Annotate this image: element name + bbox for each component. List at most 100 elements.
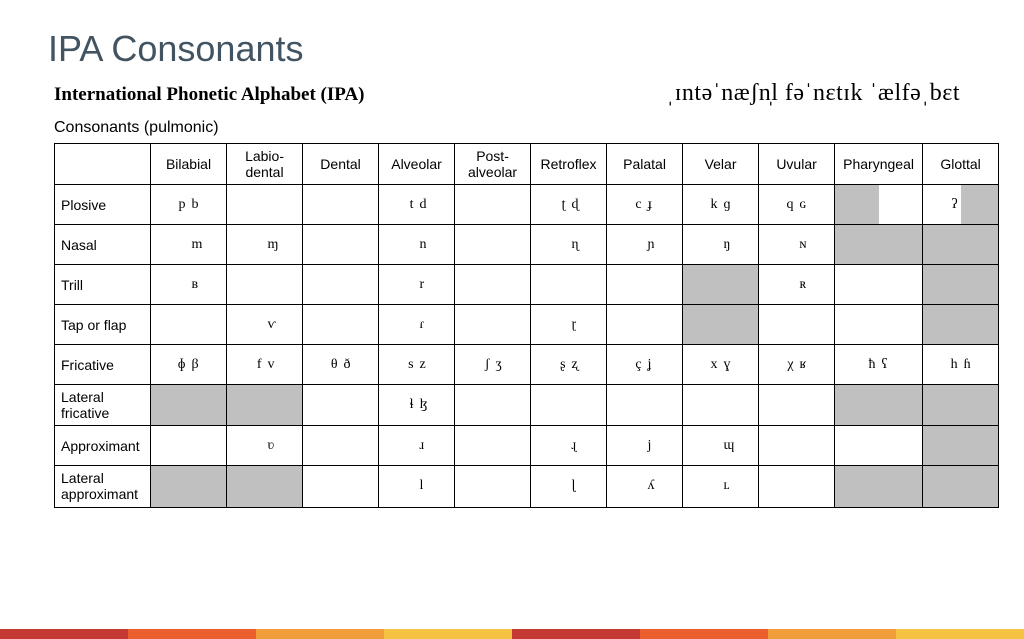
ipa-cell [835, 385, 879, 426]
footer-swatch [640, 629, 768, 639]
ipa-cell [645, 385, 683, 426]
ipa-cell: ʁ [797, 345, 835, 385]
manner-header: Nasal [55, 225, 151, 265]
ipa-cell [961, 225, 999, 265]
ipa-cell [683, 225, 721, 265]
ipa-cell [151, 225, 189, 265]
ipa-cell [531, 305, 569, 345]
ipa-cell [151, 426, 189, 466]
ipa-cell [493, 225, 531, 265]
ipa-cell: z [417, 345, 455, 385]
sub-heading: Consonants (pulmonic) [54, 119, 990, 137]
manner-header: Trill [55, 265, 151, 305]
ipa-cell [879, 385, 923, 426]
ipa-cell: t [379, 185, 417, 225]
ipa-cell [835, 265, 879, 305]
ipa-cell [923, 385, 961, 426]
ipa-cell [303, 185, 341, 225]
ipa-cell [835, 305, 879, 345]
ipa-cell [265, 385, 303, 426]
ipa-cell: ɢ [797, 185, 835, 225]
ipa-cell: x [683, 345, 721, 385]
ipa-cell: ɱ [265, 225, 303, 265]
ipa-cell [645, 305, 683, 345]
ipa-cell: ŋ [721, 225, 759, 265]
ipa-cell [265, 466, 303, 507]
ipa-cell [531, 225, 569, 265]
ipa-cell [683, 265, 721, 305]
ipa-cell: ʎ [645, 466, 683, 507]
ipa-cell [151, 466, 189, 507]
ipa-cell [607, 225, 645, 265]
manner-row: Trillʙrʀ [55, 265, 999, 305]
ipa-cell: ʂ [531, 345, 569, 385]
ipa-cell [569, 265, 607, 305]
ipa-cell: β [189, 345, 227, 385]
ipa-cell: ɭ [569, 466, 607, 507]
ipa-cell: ɬ [379, 385, 417, 426]
manner-header: Plosive [55, 185, 151, 225]
ipa-cell: θ [303, 345, 341, 385]
ipa-cell [227, 466, 265, 507]
footer-swatch [256, 629, 384, 639]
ipa-cell [607, 385, 645, 426]
ipa-cell [879, 305, 923, 345]
ipa-cell: ħ [835, 345, 879, 385]
ipa-cell: ʐ [569, 345, 607, 385]
ipa-cell [835, 225, 879, 265]
ipa-consonant-table: BilabialLabio-dentalDentalAlveolarPost-a… [54, 143, 999, 508]
ipa-cell: b [189, 185, 227, 225]
ipa-cell [683, 426, 721, 466]
ipa-cell [341, 466, 379, 507]
footer-swatch [896, 629, 1024, 639]
ipa-cell [569, 385, 607, 426]
manner-row: Approximantʋɹɻjɰ [55, 426, 999, 466]
ipa-cell [797, 426, 835, 466]
ipa-cell [379, 426, 417, 466]
ipa-cell [227, 305, 265, 345]
ipa-cell [835, 466, 879, 507]
ipa-cell [759, 265, 797, 305]
manner-row: Nasalmɱnɳɲŋɴ [55, 225, 999, 265]
ipa-cell [189, 426, 227, 466]
ipa-cell [493, 305, 531, 345]
ipa-cell [759, 305, 797, 345]
ipa-cell: ɰ [721, 426, 759, 466]
ipa-cell [455, 185, 493, 225]
ipa-cell [341, 385, 379, 426]
ipa-cell [189, 305, 227, 345]
footer-swatch [128, 629, 256, 639]
ipa-cell [303, 225, 341, 265]
ipa-cell: j [645, 426, 683, 466]
ipa-cell: c [607, 185, 645, 225]
ipa-cell [961, 265, 999, 305]
ipa-cell [455, 466, 493, 507]
ipa-cell: r [417, 265, 455, 305]
ipa-cell [151, 305, 189, 345]
ipa-cell: ʙ [189, 265, 227, 305]
ipa-cell [265, 265, 303, 305]
ipa-cell [303, 426, 341, 466]
manner-header: Fricative [55, 345, 151, 385]
ipa-cell [923, 305, 961, 345]
ipa-cell [961, 466, 999, 507]
header-row-places: BilabialLabio-dentalDentalAlveolarPost-a… [55, 144, 999, 185]
ipa-cell: k [683, 185, 721, 225]
ipa-cell [759, 225, 797, 265]
ipa-cell: ʒ [493, 345, 531, 385]
ipa-cell [879, 426, 923, 466]
ipa-cell: h [923, 345, 961, 385]
ipa-cell [531, 426, 569, 466]
place-header: Glottal [923, 144, 999, 185]
ipa-cell [151, 265, 189, 305]
ipa-cell: p [151, 185, 189, 225]
place-header: Bilabial [151, 144, 227, 185]
ipa-cell [227, 385, 265, 426]
ipa-cell [923, 265, 961, 305]
ipa-cell [455, 265, 493, 305]
ipa-cell [455, 426, 493, 466]
ipa-cell: ɴ [797, 225, 835, 265]
ipa-cell [531, 466, 569, 507]
manner-row: Fricativeɸβfvθðszʃʒʂʐçʝxɣχʁħʕhɦ [55, 345, 999, 385]
ipa-cell [303, 305, 341, 345]
